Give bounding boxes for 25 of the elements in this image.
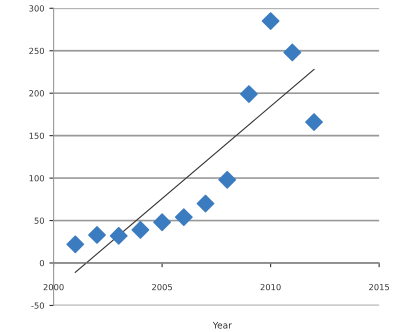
point bbox=[131, 220, 150, 239]
point bbox=[196, 194, 214, 212]
point bbox=[305, 113, 323, 131]
point bbox=[88, 226, 106, 244]
y-tick-label: 300 bbox=[29, 5, 44, 12]
y-tick-label: 50 bbox=[34, 218, 44, 224]
y-tick-label: 100 bbox=[30, 175, 44, 182]
x-tick-label: 2010 bbox=[260, 284, 281, 290]
point bbox=[218, 170, 236, 189]
point bbox=[66, 235, 84, 254]
y-tick-label: -50 bbox=[31, 302, 44, 309]
point bbox=[153, 213, 172, 232]
y-tick-label: 0 bbox=[40, 260, 44, 266]
x-axis-title: Year bbox=[212, 322, 232, 329]
x-tick-label: 2000 bbox=[44, 284, 64, 290]
x-tick-label: 2015 bbox=[369, 284, 390, 290]
y-tick-label: 150 bbox=[30, 132, 44, 139]
point bbox=[240, 85, 258, 103]
point bbox=[262, 12, 280, 30]
point bbox=[174, 208, 193, 226]
x-tick-label: 2005 bbox=[152, 284, 172, 290]
point bbox=[283, 44, 302, 62]
y-tick-label: 200 bbox=[29, 90, 44, 96]
y-tick-label: 250 bbox=[29, 48, 44, 54]
point bbox=[110, 226, 128, 245]
